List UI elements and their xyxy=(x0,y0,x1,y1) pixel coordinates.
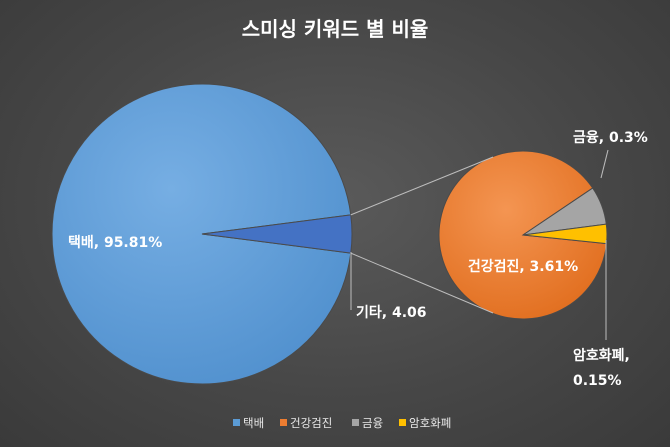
pie-slice-암호화폐 xyxy=(522,223,608,245)
legend: 택배 건강검진 금융 암호화폐 xyxy=(233,416,451,430)
pies-group xyxy=(51,83,608,385)
legend-swatch-택배 xyxy=(233,419,240,426)
connector-line-top xyxy=(350,156,494,216)
data-label-금융: 금융, 0.3% xyxy=(573,130,648,146)
chart-title: 스미싱 키워드 별 비율 xyxy=(242,17,429,41)
legend-swatch-암호화폐 xyxy=(399,419,406,426)
data-label-암호화폐-line1: 암호화폐, xyxy=(573,347,630,364)
connector-line-bottom xyxy=(350,252,494,314)
legend-label-택배: 택배 xyxy=(243,416,264,430)
data-label-기타: 기타, 4.06 xyxy=(356,305,427,321)
legend-label-암호화폐: 암호화폐 xyxy=(409,416,451,430)
leader-line-금융 xyxy=(600,149,609,179)
data-label-암호화폐-line2: 0.15% xyxy=(573,373,622,389)
legend-swatch-건강검진 xyxy=(280,419,287,426)
data-label-택배: 택배, 95.81% xyxy=(68,234,162,251)
data-label-건강검진: 건강검진, 3.61% xyxy=(468,258,578,275)
pie-slice-건강검진 xyxy=(438,150,608,320)
legend-label-건강검진: 건강검진 xyxy=(290,416,332,430)
legend-label-금융: 금융 xyxy=(362,416,383,430)
pie-slice-택배 xyxy=(51,83,352,385)
legend-swatch-금융 xyxy=(352,419,359,426)
data-labels-group: 택배, 95.81% 기타, 4.06 건강검진, 3.61% 금융, 0.3% 암호화… xyxy=(68,130,648,389)
